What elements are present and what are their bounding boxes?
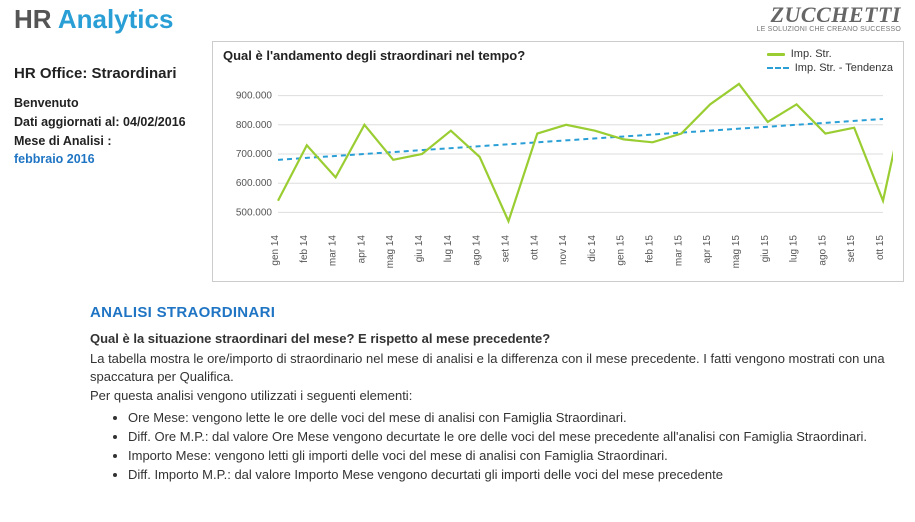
svg-text:ago 14: ago 14 [472,235,483,266]
analysis-bullet: Ore Mese: vengono lette le ore delle voc… [128,409,901,427]
svg-text:mar 14: mar 14 [328,235,339,267]
swatch-trend-icon [767,67,789,69]
svg-text:feb 15: feb 15 [645,235,656,263]
line-chart: 500.000 600.000 700.000 800.000 900.000 gen 1… [223,67,893,277]
svg-text:nov 14: nov 14 [558,235,569,265]
sidebar: HR Office: Straordinari Benvenuto Dati a… [14,41,202,282]
analysis-bullet: Importo Mese: vengono letti gli importi … [128,447,901,465]
app-title-first: HR [14,4,52,34]
month-value: febbraio 2016 [14,150,202,169]
svg-text:mag 15: mag 15 [731,235,742,269]
svg-text:600.000: 600.000 [236,178,273,189]
svg-text:ago 15: ago 15 [817,235,828,266]
svg-text:apr 15: apr 15 [702,235,713,264]
chart-panel: Qual è l'andamento degli straordinari ne… [212,41,904,282]
page-title: HR Office: Straordinari [14,65,202,82]
app-title: HR Analytics [14,4,173,35]
svg-text:gen 14: gen 14 [270,235,281,266]
analysis-subheading: Qual è la situazione straordinari del me… [90,331,901,346]
svg-text:900.000: 900.000 [236,91,273,102]
main-row: HR Office: Straordinari Benvenuto Dati a… [0,35,915,282]
updated-label: Dati aggiornati al: 04/02/2016 [14,113,202,132]
analysis-bullet: Diff. Importo M.P.: dal valore Importo M… [128,466,901,484]
analysis-heading: ANALISI STRAORDINARI [90,304,901,321]
legend-series: Imp. Str. [767,48,893,60]
svg-text:giu 15: giu 15 [760,235,771,263]
month-label: Mese di Analisi : [14,132,202,151]
svg-text:mag 14: mag 14 [385,235,396,269]
svg-text:ott 14: ott 14 [529,235,540,260]
legend-trend-label: Imp. Str. - Tendenza [795,62,893,74]
brand-block: ZUCCHETTI LE SOLUZIONI CHE CREANO SUCCES… [757,4,901,33]
welcome-label: Benvenuto [14,94,202,113]
page-header: HR Analytics ZUCCHETTI LE SOLUZIONI CHE … [0,0,915,35]
svg-text:apr 14: apr 14 [356,235,367,264]
svg-text:700.000: 700.000 [236,149,273,160]
analysis-para-2: Per questa analisi vengono utilizzati i … [90,387,901,405]
svg-text:dic 14: dic 14 [587,235,598,262]
chart-legend: Imp. Str. Imp. Str. - Tendenza [767,48,893,76]
analysis-bullet: Diff. Ore M.P.: dal valore Ore Mese veng… [128,428,901,446]
svg-text:set 15: set 15 [846,235,857,263]
svg-text:ott 15: ott 15 [875,235,886,260]
svg-text:500.000: 500.000 [236,207,273,218]
brand-name: ZUCCHETTI [757,4,901,26]
svg-text:giu 14: giu 14 [414,235,425,263]
svg-text:mar 15: mar 15 [673,235,684,267]
legend-series-label: Imp. Str. [791,48,832,60]
analysis-list: Ore Mese: vengono lette le ore delle voc… [90,409,901,485]
svg-text:set 14: set 14 [500,235,511,263]
analysis-para-1: La tabella mostra le ore/importo di stra… [90,350,901,385]
svg-text:feb 14: feb 14 [299,235,310,263]
svg-text:lug 15: lug 15 [789,235,800,263]
svg-text:gen 15: gen 15 [616,235,627,266]
analysis-block: ANALISI STRAORDINARI Qual è la situazion… [90,298,901,484]
svg-text:800.000: 800.000 [236,120,273,131]
svg-text:lug 14: lug 14 [443,235,454,263]
app-title-second: Analytics [58,4,174,34]
legend-trend: Imp. Str. - Tendenza [767,62,893,74]
brand-tagline: LE SOLUZIONI CHE CREANO SUCCESSO [757,26,901,33]
swatch-series-icon [767,53,785,56]
